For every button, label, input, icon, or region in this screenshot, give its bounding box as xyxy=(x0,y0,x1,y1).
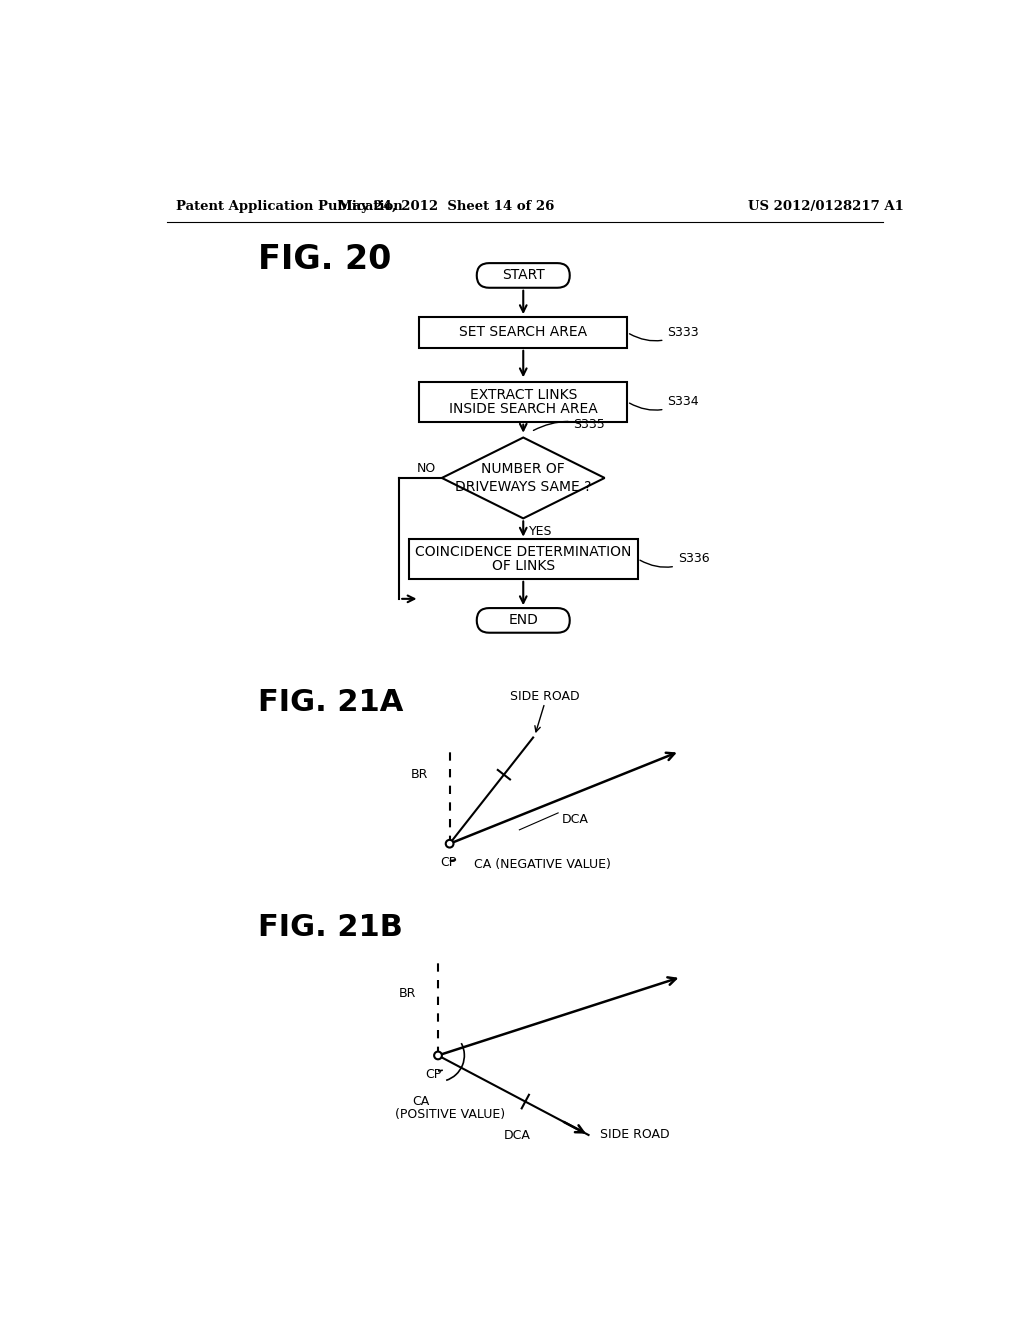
Text: US 2012/0128217 A1: US 2012/0128217 A1 xyxy=(748,199,904,213)
Text: NUMBER OF: NUMBER OF xyxy=(481,462,565,475)
Text: OF LINKS: OF LINKS xyxy=(492,558,555,573)
Text: (POSITIVE VALUE): (POSITIVE VALUE) xyxy=(395,1107,506,1121)
Bar xyxy=(409,539,638,578)
FancyBboxPatch shape xyxy=(477,263,569,288)
Text: Patent Application Publication: Patent Application Publication xyxy=(176,199,402,213)
FancyBboxPatch shape xyxy=(477,609,569,632)
Text: CA: CA xyxy=(413,1096,430,1109)
Text: YES: YES xyxy=(529,524,553,537)
Text: S336: S336 xyxy=(640,552,710,568)
Text: FIG. 21B: FIG. 21B xyxy=(258,913,403,942)
Text: DCA: DCA xyxy=(504,1129,530,1142)
Text: COINCIDENCE DETERMINATION: COINCIDENCE DETERMINATION xyxy=(415,545,632,558)
Text: DCA: DCA xyxy=(562,813,589,826)
Bar xyxy=(420,381,627,422)
Text: S333: S333 xyxy=(630,326,699,341)
Text: FIG. 20: FIG. 20 xyxy=(258,243,391,276)
Text: NO: NO xyxy=(417,462,435,475)
Text: DRIVEWAYS SAME ?: DRIVEWAYS SAME ? xyxy=(455,480,592,494)
Text: END: END xyxy=(508,614,539,627)
Text: S334: S334 xyxy=(630,395,699,411)
Circle shape xyxy=(445,840,454,847)
Text: SIDE ROAD: SIDE ROAD xyxy=(510,690,580,702)
Text: START: START xyxy=(502,268,545,282)
Text: May 24, 2012  Sheet 14 of 26: May 24, 2012 Sheet 14 of 26 xyxy=(338,199,554,213)
Text: SET SEARCH AREA: SET SEARCH AREA xyxy=(459,326,588,339)
Text: CP: CP xyxy=(425,1068,441,1081)
Text: CA (NEGATIVE VALUE): CA (NEGATIVE VALUE) xyxy=(474,858,611,871)
Text: BR: BR xyxy=(399,987,417,1001)
Text: BR: BR xyxy=(411,768,428,781)
Circle shape xyxy=(434,1052,442,1059)
Text: EXTRACT LINKS: EXTRACT LINKS xyxy=(470,388,577,401)
Text: FIG. 21A: FIG. 21A xyxy=(258,688,403,717)
Text: INSIDE SEARCH AREA: INSIDE SEARCH AREA xyxy=(449,401,598,416)
Text: SIDE ROAD: SIDE ROAD xyxy=(600,1129,670,1142)
Text: S335: S335 xyxy=(534,417,605,430)
Polygon shape xyxy=(442,437,604,519)
Bar xyxy=(420,317,627,348)
Text: CP: CP xyxy=(440,855,457,869)
